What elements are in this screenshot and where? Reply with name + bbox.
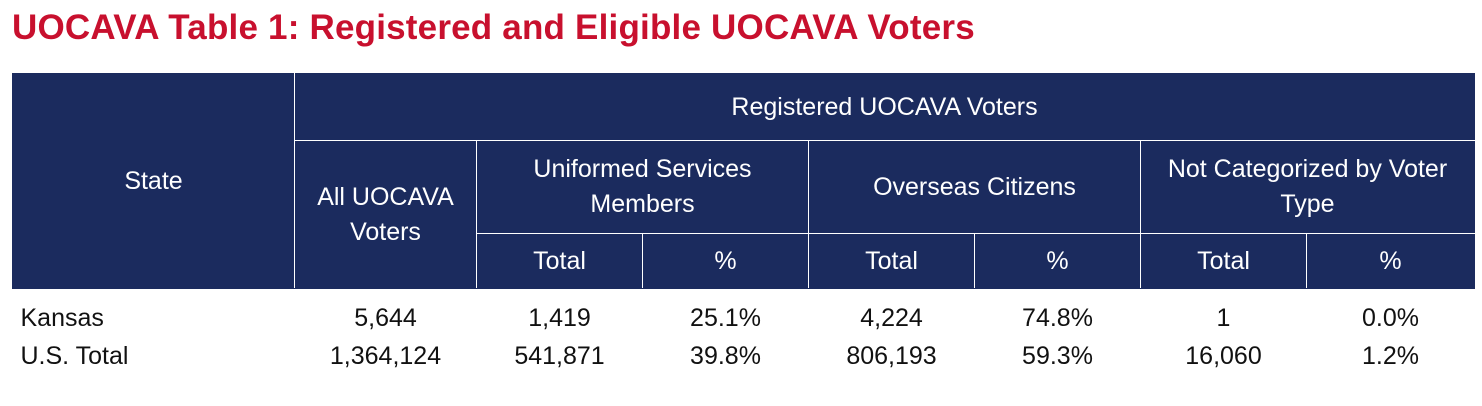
cell-not-categorized-total: 1 [1216,303,1231,332]
header-uniformed-total: Total [476,233,643,289]
cell-all-voters: 1,364,124 [329,341,442,370]
header-uniformed-percent: % [642,233,809,289]
header-not-categorized: Not Categorized by Voter Type [1140,140,1475,234]
header-state: State [12,73,295,289]
table-row: U.S. Total 1,364,124 541,871 39.8% 806,1… [13,337,1475,375]
header-overseas-total: Total [808,233,975,289]
cell-state: Kansas [20,303,104,332]
header-not-categorized-percent: % [1306,233,1475,289]
cell-not-categorized-percent: 1.2% [1362,341,1419,370]
page-title: UOCAVA Table 1: Registered and Eligible … [12,8,975,47]
cell-uniformed-percent: 39.8% [690,341,761,370]
uocava-table: State Registered UOCAVA Voters All UOCAV… [12,73,1475,375]
cell-overseas-percent: 59.3% [1022,341,1093,370]
header-overseas: Overseas Citizens [808,140,1141,234]
header-all-voters: All UOCAVA Voters [294,140,477,289]
table-row: Kansas 5,644 1,419 25.1% 4,224 74.8% 1 0… [13,289,1475,338]
header-not-categorized-total: Total [1140,233,1307,289]
header-uniformed: Uniformed Services Members [476,140,809,234]
cell-all-voters: 5,644 [354,303,417,332]
cell-overseas-total: 4,224 [860,303,923,332]
cell-not-categorized-total: 16,060 [1185,341,1262,370]
cell-uniformed-total: 541,871 [514,341,605,370]
cell-overseas-total: 806,193 [846,341,937,370]
header-registered-group: Registered UOCAVA Voters [294,73,1475,141]
header-overseas-percent: % [974,233,1141,289]
cell-uniformed-total: 1,419 [528,303,591,332]
cell-overseas-percent: 74.8% [1022,303,1093,332]
cell-state: U.S. Total [20,341,129,370]
cell-uniformed-percent: 25.1% [690,303,761,332]
cell-not-categorized-percent: 0.0% [1362,303,1419,332]
